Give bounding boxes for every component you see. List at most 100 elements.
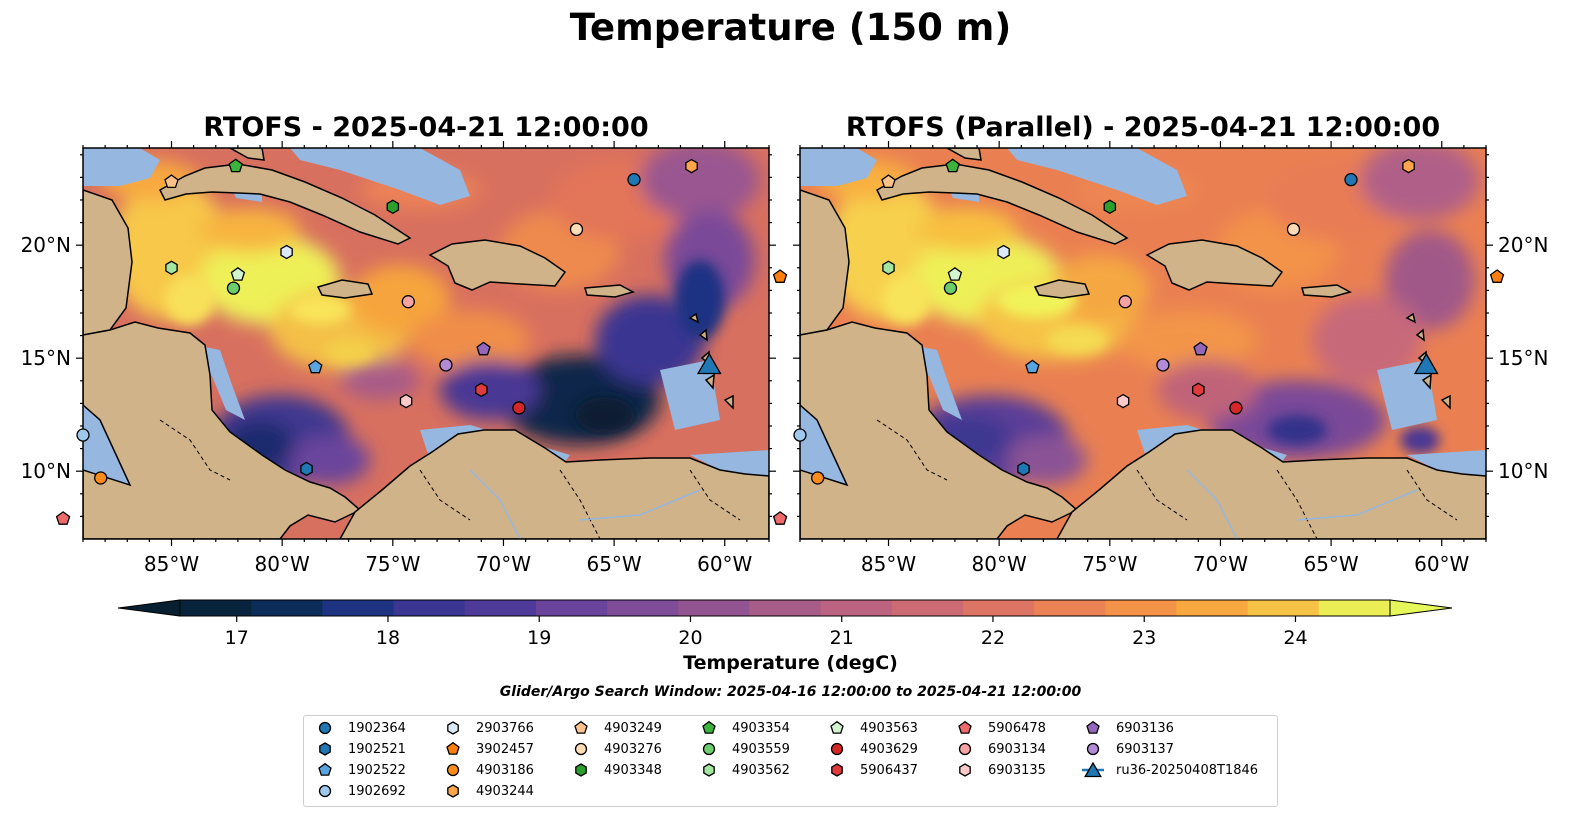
legend-label: 4903559	[732, 741, 790, 757]
marker-4903563	[947, 266, 963, 281]
legend-label: 4903563	[860, 720, 918, 736]
legend-item: 4903559	[698, 739, 790, 759]
colorbar-bin	[1318, 600, 1391, 616]
legend-item: 4903354	[698, 718, 790, 738]
legend-label: 1902364	[348, 720, 406, 736]
colorbar-bin	[251, 600, 323, 616]
colorbar-tick-label: 24	[1283, 627, 1307, 649]
marker-6903135	[1116, 393, 1130, 409]
legend-label: 4903354	[732, 720, 790, 736]
marker-6903136	[1193, 341, 1208, 356]
colorbar-bin	[1034, 600, 1106, 616]
lat-tick-label: 10°N	[1498, 459, 1548, 483]
legend-item: 4903244	[442, 781, 534, 801]
marker-ru36-20250408T1846	[1413, 352, 1439, 375]
legend-label: 2903766	[476, 720, 534, 736]
colorbar-tick-label: 22	[981, 627, 1005, 649]
legend-item: 4903186	[442, 760, 534, 780]
legend-marker-hexagon	[703, 763, 715, 777]
marker-4903244	[685, 158, 698, 174]
colorbar-extend-high	[1389, 599, 1453, 617]
legend-marker-pentagon	[830, 720, 844, 734]
colorbar: 17 18 19 20 21 22 23 24	[117, 599, 1453, 649]
colorbar-tick-label: 23	[1132, 627, 1156, 649]
marker-4903559	[226, 281, 241, 295]
colorbar-bin	[607, 600, 679, 616]
marker-1902521	[1017, 461, 1030, 477]
figure-title: Temperature (150 m)	[569, 6, 1012, 49]
marker-6903134	[401, 295, 415, 309]
marker-2903766	[280, 244, 293, 260]
legend-item: 6903137	[1082, 739, 1174, 759]
colorbar-bin	[749, 600, 822, 616]
marker-4903186	[811, 471, 825, 485]
lon-tick-label: 65°W	[1303, 552, 1358, 576]
marker-3902457	[772, 269, 788, 283]
colorbar-bin	[1105, 600, 1177, 616]
colorbar-bin	[678, 600, 750, 616]
legend-label: 4903186	[476, 762, 534, 778]
legend: 1902364 1902521 1902522 1902692 2903766 39024…	[303, 715, 1278, 807]
legend-item: 6903134	[954, 739, 1046, 759]
legend-marker-circle	[574, 742, 588, 756]
lon-tick-label: 80°W	[972, 552, 1027, 576]
marker-2903766	[997, 244, 1010, 260]
legend-marker-hexagon	[447, 721, 459, 735]
legend-marker-circle	[446, 763, 460, 777]
marker-6903134	[1118, 295, 1132, 309]
legend-label: 5906437	[860, 762, 918, 778]
marker-4903249	[881, 174, 896, 189]
legend-marker-pentagon	[702, 720, 716, 734]
colorbar-bin	[1176, 600, 1249, 616]
panel-title-left: RTOFS - 2025-04-21 12:00:00	[203, 112, 649, 143]
legend-label: 4903249	[604, 720, 662, 736]
marker-6903136	[476, 341, 491, 356]
colorbar-bin	[464, 600, 537, 616]
search-window-text: Glider/Argo Search Window: 2025-04-16 12…	[499, 684, 1082, 700]
legend-marker-triangle-line	[1084, 761, 1102, 778]
colorbar-label: Temperature (degC)	[683, 652, 898, 674]
marker-4903629	[1229, 401, 1243, 415]
legend-item: 4903562	[698, 760, 790, 780]
legend-marker-hexagon	[959, 763, 971, 777]
marker-4903559	[943, 281, 958, 295]
marker-4903244	[1402, 158, 1415, 174]
colorbar-bin	[1247, 600, 1320, 616]
marker-1902364	[1344, 172, 1358, 187]
marker-5906437	[475, 382, 488, 398]
legend-item: 3902457	[442, 739, 534, 759]
legend-label: 1902521	[348, 741, 406, 757]
colorbar-bin	[535, 600, 608, 616]
marker-ru36-20250408T1846	[696, 352, 722, 375]
legend-item: 4903276	[570, 739, 662, 759]
colorbar-bin	[393, 600, 466, 616]
marker-4903348	[386, 199, 400, 215]
lat-tick-label: 15°N	[21, 346, 71, 370]
lon-tick-label: 65°W	[586, 552, 641, 576]
legend-label: 4903244	[476, 783, 534, 799]
legend-marker-pentagon	[1086, 720, 1100, 734]
legend-item: 1902521	[314, 739, 406, 759]
legend-marker-pentagon	[958, 720, 972, 734]
legend-item: ru36-20250408T1846	[1082, 760, 1258, 780]
lat-tick-label: 20°N	[1498, 233, 1548, 257]
legend-label: 6903134	[988, 741, 1046, 757]
marker-4903249	[164, 174, 179, 189]
marker-1902522	[1025, 359, 1040, 374]
marker-5906478	[55, 511, 71, 525]
legend-marker-hexagon	[575, 763, 587, 777]
lon-tick-label: 70°W	[1193, 552, 1248, 576]
marker-6903137	[1156, 358, 1170, 372]
legend-marker-pentagon	[574, 720, 588, 734]
legend-marker-hexagon	[831, 763, 843, 777]
legend-item: 1902522	[314, 760, 406, 780]
legend-marker-hexagon	[447, 784, 459, 798]
marker-4903348	[1103, 199, 1117, 215]
marker-4903186	[94, 471, 108, 485]
colorbar-bin	[322, 600, 395, 616]
lat-tick-label: 20°N	[21, 233, 71, 257]
colorbar-bin	[891, 600, 964, 616]
marker-1902521	[300, 461, 313, 477]
legend-marker-circle	[1086, 742, 1100, 756]
